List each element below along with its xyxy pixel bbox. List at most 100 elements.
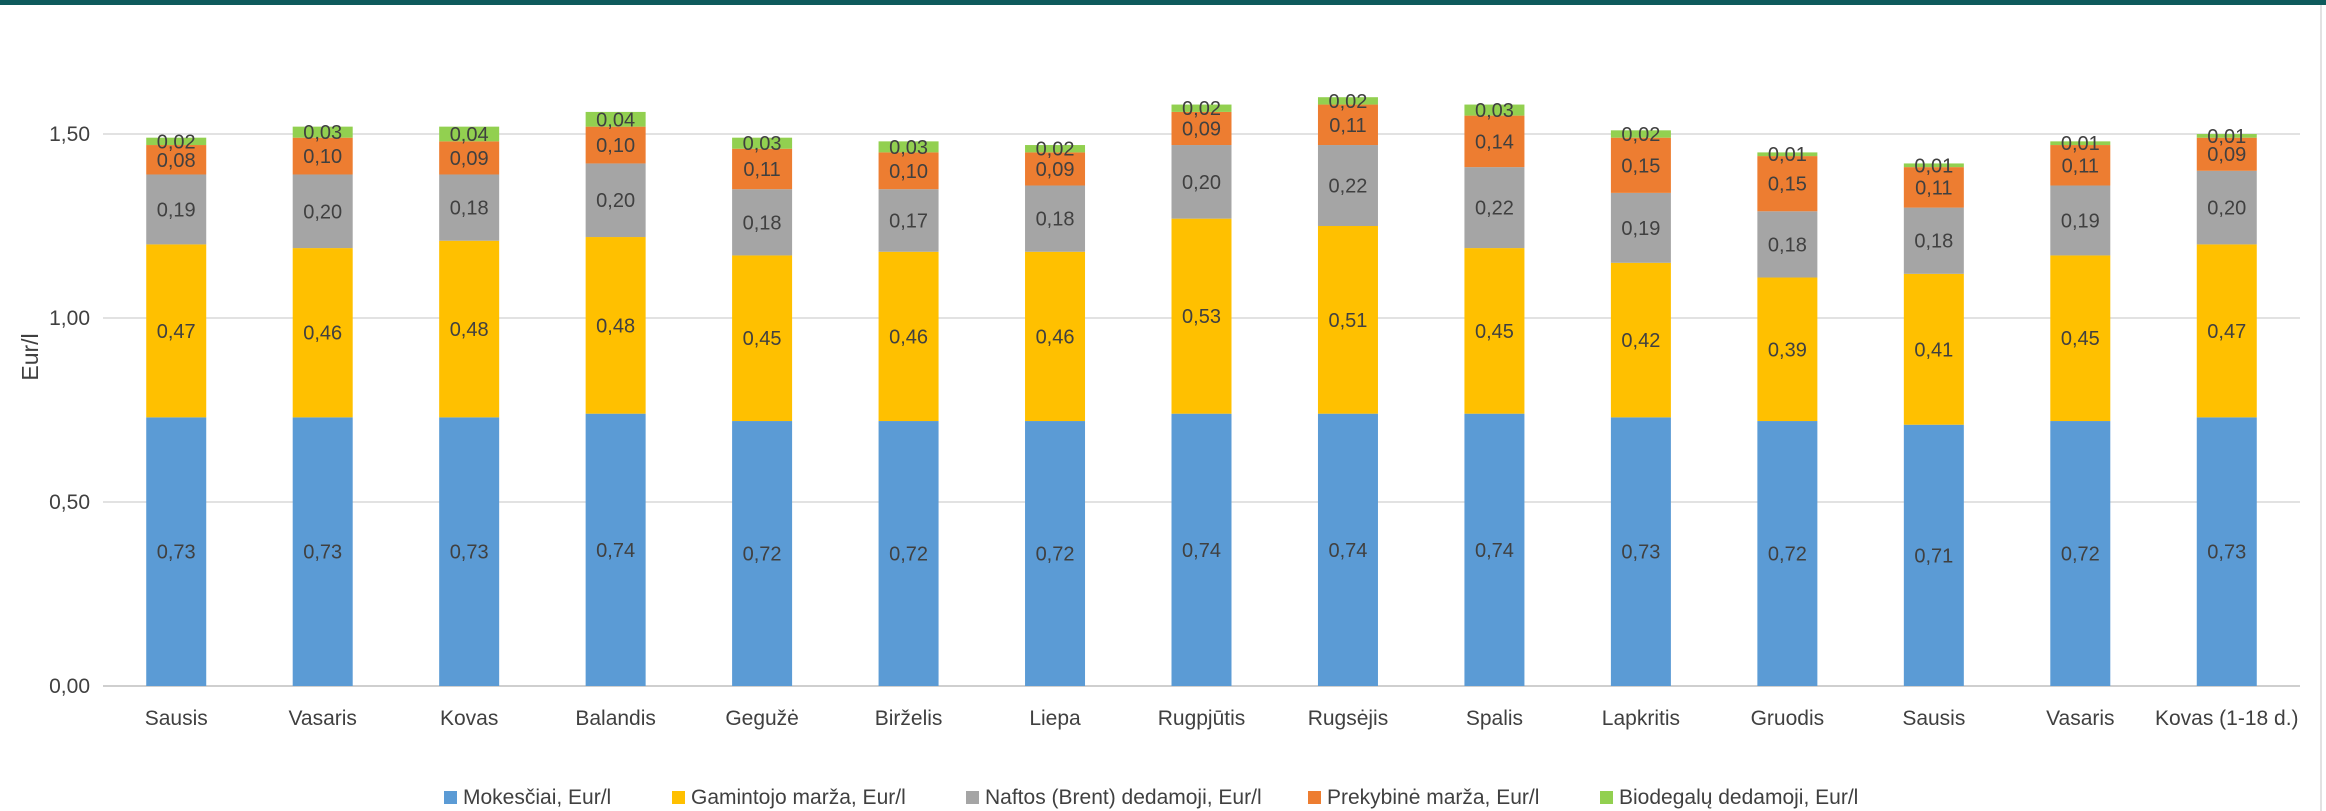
data-labels: 0,730,470,190,080,020,730,460,200,100,03… [157, 91, 2246, 567]
data-label: 0,18 [743, 212, 782, 234]
right-border [2320, 5, 2322, 811]
data-label: 0,45 [2061, 328, 2100, 350]
legend-item: Prekybinė marža, Eur/l [1308, 786, 1539, 809]
bar-segment [732, 189, 793, 256]
bar-segment [292, 126, 353, 138]
legend-label: Gamintojo marža, Eur/l [691, 786, 906, 809]
legend-swatch [444, 791, 457, 804]
x-tick-label: Gegužė [725, 707, 799, 730]
bar-segment [1903, 424, 1964, 686]
bar-segment [1025, 145, 1086, 153]
bar-segment [1317, 413, 1378, 686]
data-label: 0,51 [1328, 310, 1367, 332]
bar-segment [878, 421, 939, 686]
data-label: 0,20 [2207, 198, 2246, 220]
bar-segment [439, 174, 500, 241]
bar-segment [2050, 421, 2111, 686]
bar-segment [1025, 152, 1086, 186]
x-axis-labels: Sausis Vasaris Kovas Balandis Gegužė Birželis… [145, 707, 2299, 730]
x-tick-label: Sausis [1902, 707, 1965, 730]
x-tick-label: Kovas [440, 707, 498, 730]
data-label: 0,48 [596, 315, 635, 337]
x-tick-label: Kovas (1-18 d.) [2155, 707, 2299, 730]
data-label: 0,10 [889, 161, 928, 183]
data-label: 0,74 [1475, 540, 1514, 562]
bar-segment [146, 174, 207, 245]
data-label: 0,02 [1182, 98, 1221, 120]
x-tick-label: Balandis [575, 707, 656, 730]
bar-segment [732, 137, 793, 149]
y-tick-label: 0,50 [49, 491, 90, 514]
bar-segment [146, 137, 207, 146]
data-label: 0,74 [596, 540, 635, 562]
bar-segment [1757, 156, 1818, 212]
bar-segment [1171, 413, 1232, 686]
data-label: 0,45 [1475, 321, 1514, 343]
data-label: 0,18 [1036, 209, 1075, 231]
legend-swatch [672, 791, 685, 804]
bar-segment [1464, 248, 1525, 414]
data-label: 0,18 [450, 198, 489, 220]
data-label: 0,18 [1768, 234, 1807, 256]
bar-segment [1025, 185, 1086, 252]
data-label: 0,11 [1329, 115, 1366, 137]
data-label: 0,15 [1768, 174, 1807, 196]
data-label: 0,72 [1768, 544, 1807, 566]
data-label: 0,17 [889, 210, 928, 232]
x-tick-label: Gruodis [1751, 707, 1825, 730]
legend: Mokesčiai, Eur/l Gamintojo marža, Eur/l Na… [444, 786, 1858, 809]
data-label: 0,46 [303, 323, 342, 345]
data-label: 0,02 [1621, 124, 1660, 146]
data-label: 0,45 [743, 328, 782, 350]
bar-segment [2196, 134, 2257, 138]
bar-segment [585, 237, 646, 414]
bar-segment [1464, 115, 1525, 168]
data-label: 0,04 [596, 109, 635, 131]
data-label: 0,11 [743, 159, 780, 181]
bar-segment [585, 111, 646, 127]
data-label: 0,20 [303, 201, 342, 223]
data-label: 0,04 [450, 124, 489, 146]
data-label: 0,01 [2061, 133, 2100, 155]
x-tick-label: Rugpjūtis [1158, 707, 1246, 730]
data-label: 0,72 [743, 544, 782, 566]
bar-segment [1464, 413, 1525, 686]
bar-segment [585, 126, 646, 164]
bar-segment [1610, 192, 1671, 263]
bar-segment [2196, 244, 2257, 418]
bar-segment [2196, 137, 2257, 171]
data-label: 0,03 [743, 133, 782, 155]
bar-segment [1757, 277, 1818, 422]
bar-segment [732, 148, 793, 190]
data-label: 0,08 [157, 150, 196, 172]
legend-swatch [966, 791, 979, 804]
data-label: 0,03 [889, 137, 928, 159]
data-label: 0,46 [1036, 326, 1075, 348]
y-tick-label: 0,00 [49, 675, 90, 698]
legend-item: Naftos (Brent) dedamoji, Eur/l [966, 786, 1262, 809]
data-label: 0,02 [1328, 91, 1367, 113]
bar-segment [1757, 421, 1818, 686]
x-tick-label: Vasaris [2046, 707, 2114, 730]
data-label: 0,73 [450, 542, 489, 564]
bar-segment [1025, 251, 1086, 422]
data-label: 0,22 [1328, 176, 1367, 198]
bar-segment [1903, 167, 1964, 208]
data-label: 0,73 [157, 542, 196, 564]
x-tick-label: Birželis [875, 707, 943, 730]
bar-segment [439, 240, 500, 418]
legend-label: Mokesčiai, Eur/l [463, 786, 611, 809]
data-label: 0,09 [1036, 159, 1075, 181]
bar-segment [439, 126, 500, 142]
bar-segment [1317, 145, 1378, 226]
bar-segment [2050, 185, 2111, 256]
bar-segment [146, 244, 207, 418]
bar-segment [146, 145, 207, 175]
y-axis-label: Eur/l [17, 333, 43, 380]
data-label: 0,72 [2061, 544, 2100, 566]
legend-item: Mokesčiai, Eur/l [444, 786, 611, 809]
bars [146, 97, 2257, 686]
legend-label: Naftos (Brent) dedamoji, Eur/l [985, 786, 1262, 809]
y-tick-label: 1,50 [49, 123, 90, 146]
data-label: 0,22 [1475, 198, 1514, 220]
